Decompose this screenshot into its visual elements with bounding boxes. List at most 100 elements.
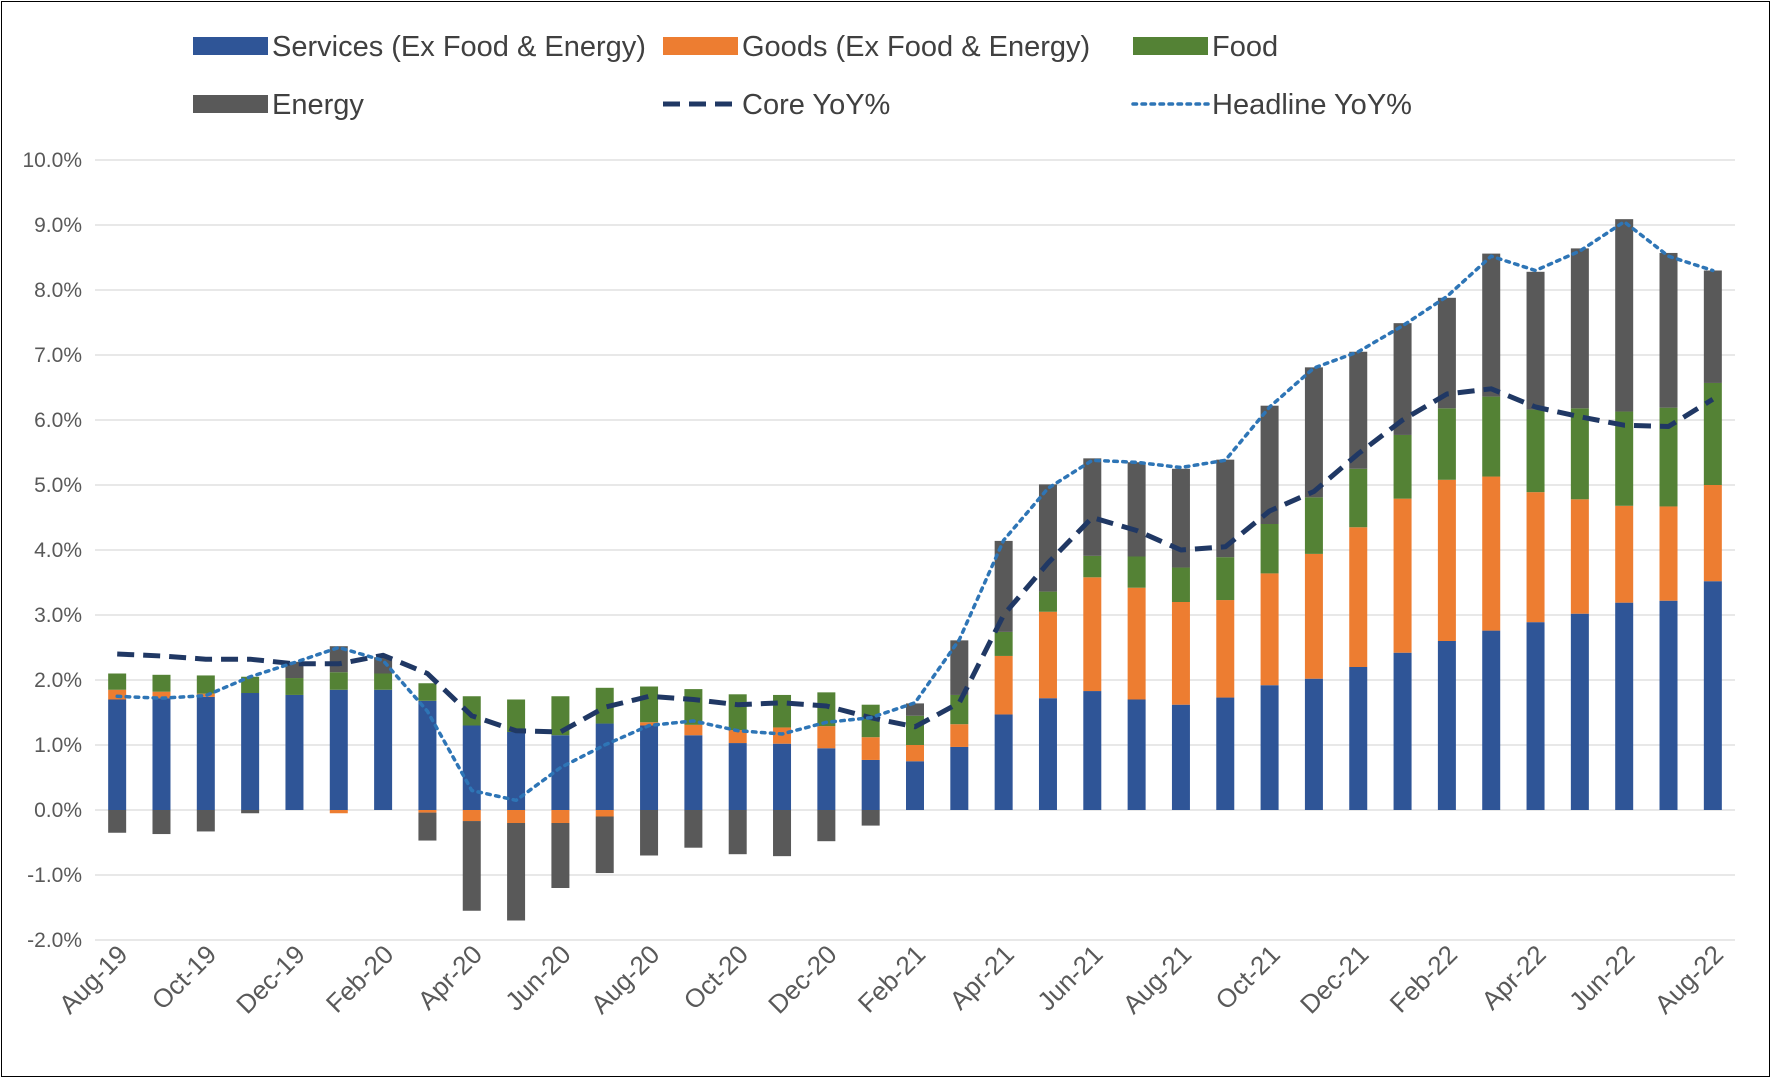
bar-energy: [1349, 351, 1368, 469]
bar-goods-ex-food-energy: [728, 730, 747, 744]
x-tick-label: Oct-19: [146, 939, 222, 1015]
line-headline-yoy: [115, 220, 1715, 803]
bar-energy: [861, 810, 880, 826]
y-tick-label: 5.0%: [34, 474, 82, 497]
bar-goods-ex-food-energy: [1171, 602, 1190, 705]
legend-swatch: [1133, 37, 1208, 55]
bar-services-ex-food-energy: [773, 743, 792, 810]
bar-food: [152, 674, 171, 692]
bar-energy: [950, 640, 969, 695]
bar-goods-ex-food-energy: [1393, 498, 1412, 653]
bar-services-ex-food-energy: [684, 735, 703, 810]
legend-swatch: [663, 37, 738, 55]
y-tick-label: 8.0%: [34, 279, 82, 302]
lines: [115, 220, 1715, 803]
bar-goods-ex-food-energy: [418, 810, 437, 813]
bar-services-ex-food-energy: [1038, 698, 1057, 810]
bar-energy: [196, 810, 215, 832]
legend: Services (Ex Food & Energy) Goods (Ex Foo…: [193, 31, 1412, 121]
bar-goods-ex-food-energy: [152, 691, 171, 699]
bar-services-ex-food-energy: [1703, 581, 1722, 810]
bar-services-ex-food-energy: [152, 698, 171, 810]
x-tick-label: Dec-19: [230, 939, 310, 1019]
legend-label: Goods (Ex Food & Energy): [742, 31, 1090, 63]
bar-goods-ex-food-energy: [1526, 492, 1545, 623]
x-tick-label: Feb-22: [1384, 939, 1463, 1018]
y-tick-label: 6.0%: [34, 409, 82, 432]
bar-goods-ex-food-energy: [595, 810, 614, 817]
bar-goods-ex-food-energy: [551, 810, 570, 823]
x-tick-label: Apr-22: [1475, 939, 1551, 1015]
bar-energy: [1393, 323, 1412, 435]
legend-label: Core YoY%: [742, 89, 890, 121]
bar-food: [861, 704, 880, 738]
bar-food: [595, 687, 614, 724]
bar-goods-ex-food-energy: [1437, 479, 1456, 641]
bar-energy: [1216, 459, 1235, 558]
x-tick-label: Jun-21: [1031, 939, 1108, 1016]
legend-item-services-ex-food-energy: Services (Ex Food & Energy): [193, 31, 646, 63]
bar-energy: [640, 810, 659, 856]
bar-food: [950, 694, 969, 725]
bar-services-ex-food-energy: [994, 714, 1013, 810]
bar-food: [1083, 555, 1102, 578]
bar-energy: [728, 810, 747, 855]
x-tick-label: Feb-21: [852, 939, 931, 1018]
bar-goods-ex-food-energy: [861, 737, 880, 760]
bar-goods-ex-food-energy: [329, 810, 348, 814]
bars: [108, 219, 1722, 921]
bar-energy: [1526, 271, 1545, 410]
x-tick-label: Dec-20: [762, 939, 842, 1019]
x-tick-label: Oct-20: [678, 939, 754, 1015]
legend-item-core-yoy: Core YoY%: [663, 89, 890, 121]
bar-goods-ex-food-energy: [994, 655, 1013, 715]
bar-food: [994, 631, 1013, 656]
x-tick-label: Apr-20: [412, 939, 488, 1015]
bar-food: [329, 672, 348, 690]
x-tick-label: Jun-22: [1563, 939, 1640, 1016]
bar-goods-ex-food-energy: [1615, 505, 1634, 603]
bar-food: [551, 696, 570, 736]
bar-goods-ex-food-energy: [1703, 485, 1722, 582]
y-tick-label: 9.0%: [34, 214, 82, 237]
bar-energy: [241, 810, 260, 814]
x-tick-label: Aug-20: [585, 939, 665, 1019]
bar-food: [462, 696, 481, 726]
bar-energy: [462, 821, 481, 911]
bar-goods-ex-food-energy: [1083, 577, 1102, 692]
legend-swatch: [193, 37, 268, 55]
bar-goods-ex-food-energy: [1038, 611, 1057, 699]
bar-food: [1304, 497, 1323, 554]
bar-services-ex-food-energy: [551, 735, 570, 810]
bar-food: [640, 686, 659, 723]
x-tick-label: Feb-20: [320, 939, 399, 1018]
legend-label: Services (Ex Food & Energy): [272, 31, 646, 63]
bar-energy: [1570, 248, 1589, 409]
bar-services-ex-food-energy: [462, 725, 481, 810]
bar-goods-ex-food-energy: [684, 724, 703, 736]
bar-services-ex-food-energy: [374, 689, 393, 810]
bar-services-ex-food-energy: [241, 693, 260, 810]
bar-services-ex-food-energy: [640, 725, 659, 810]
bar-goods-ex-food-energy: [1304, 553, 1323, 679]
bar-services-ex-food-energy: [329, 689, 348, 810]
bar-services-ex-food-energy: [418, 700, 437, 810]
bar-energy: [1260, 405, 1279, 524]
x-tick-label: Apr-21: [943, 939, 1019, 1015]
bar-services-ex-food-energy: [1127, 699, 1146, 810]
bar-services-ex-food-energy: [595, 723, 614, 810]
bar-goods-ex-food-energy: [1659, 506, 1678, 601]
bar-food: [817, 692, 836, 727]
bar-energy: [1171, 468, 1190, 568]
bar-services-ex-food-energy: [507, 732, 526, 810]
bar-energy: [1482, 253, 1501, 397]
bar-food: [1349, 468, 1368, 528]
bar-energy: [1703, 270, 1722, 383]
bar-energy: [1127, 462, 1146, 557]
bar-energy: [418, 812, 437, 841]
bar-food: [1482, 396, 1501, 477]
bar-energy: [906, 703, 924, 716]
bar-food: [1526, 409, 1545, 493]
legend-item-goods-ex-food-energy: Goods (Ex Food & Energy): [663, 31, 1090, 63]
bar-energy: [684, 810, 703, 848]
